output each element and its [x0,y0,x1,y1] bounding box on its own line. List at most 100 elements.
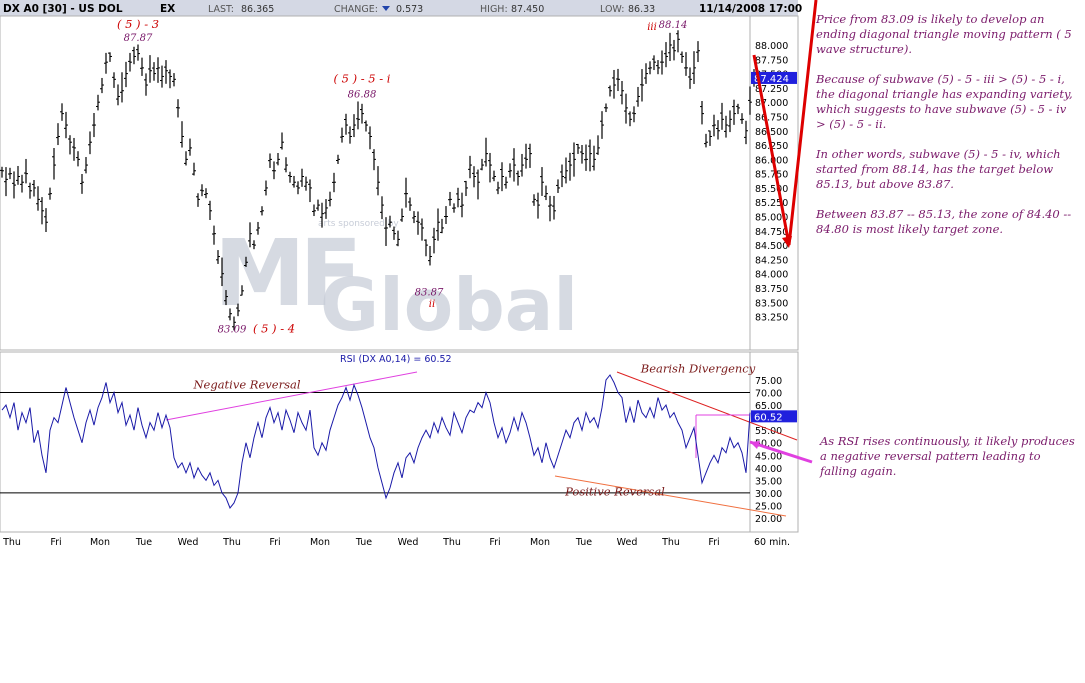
price-bar [696,41,700,63]
price-bar [680,51,684,63]
last-price-tag-text: 87.424 [754,74,789,85]
price-bar [168,69,172,89]
price-bar [284,157,288,173]
wave-label: ( 5 ) - 3 [117,17,159,31]
rsi-y-tick: 75.00 [755,376,782,387]
wave-label: 83.09 [218,325,247,336]
price-bar [320,202,324,228]
price-bar [580,145,584,164]
x-tick-label: Tue [575,537,592,548]
price-bar [272,161,276,180]
price-bar [736,103,740,115]
price-y-tick: 84.250 [755,255,788,266]
price-bar [220,257,224,287]
x-tick-label: Tue [135,537,152,548]
price-bar [248,222,252,248]
watermark-mf: MF [214,220,356,327]
price-bar [256,221,260,235]
price-bar [480,158,484,171]
price-bar [24,158,28,184]
price-bar [300,168,304,187]
price-bar [48,187,52,200]
wave-label: 87.87 [124,33,153,44]
wave-label: iii [647,22,657,33]
price-y-tick: 88.000 [755,41,788,52]
rsi-panel-frame [0,351,799,533]
price-panel: 88.00087.75087.50087.25087.00086.75086.5… [0,15,799,351]
price-bar [692,51,696,85]
price-bar [748,86,752,115]
price-bar [76,151,80,167]
price-bar [392,226,396,240]
price-bar [404,177,408,208]
price-bar [380,196,384,220]
price-bar [100,77,104,94]
symbol-label: DX A0 [30] - US DOL [3,3,123,15]
price-bar [84,157,88,174]
price-bar [224,290,228,306]
target-arrow [752,0,818,248]
low-label: LOW: [600,4,624,15]
price-bar [324,199,328,219]
x-tick-label: Thu [442,537,461,548]
wave-label: 88.14 [659,20,688,31]
x-tick-label: Fri [489,537,500,548]
x-tick-label: Thu [2,537,21,548]
x-tick-label: Wed [617,537,638,548]
x-axis: 60 min. Thu Fri Mon Tue Wed Thu Fri Mon Tue Wed Th… [2,537,790,548]
price-bar [16,165,20,185]
x-tick-label: Thu [222,537,241,548]
rsi-y-tick: 35.00 [755,476,782,487]
price-bar [688,67,692,89]
price-bar [656,60,660,75]
price-bar [212,225,216,245]
last-value: 86.365 [241,4,274,15]
rsi-y-tick: 20.00 [755,514,782,525]
price-bar [8,167,12,180]
price-y-tick: 86.500 [755,127,788,138]
price-bar [592,145,596,171]
rsi-title: RSI (DX A0,14) = 60.52 [340,354,452,365]
wave-label: ( 5 ) - 5 - i [334,72,391,86]
rsi-reference-lines [0,392,750,494]
price-bar [216,250,220,264]
change-value: 0.573 [396,4,423,15]
price-bar [532,194,536,206]
price-bar [144,73,148,96]
price-bar [376,166,380,196]
price-bar [588,139,592,172]
price-y-tick: 85.750 [755,170,788,181]
rsi-annotation-label: Bearish Divergency [640,361,756,375]
price-bar [716,120,720,140]
price-bar [616,68,620,92]
price-bar [660,50,664,75]
price-bar [452,203,456,213]
price-bar [676,30,680,53]
watermark-small-text: arts sponsored by [318,219,399,229]
price-bar [732,99,736,125]
price-bar [408,197,412,211]
price-bar [332,172,336,193]
price-bar [604,103,608,113]
analysis-paragraph-1: Price from 83.09 is likely to develop an… [816,12,1072,56]
price-bar [360,103,364,124]
price-bar [104,52,108,74]
price-bar [32,180,36,197]
price-bar [36,186,40,211]
trendlines [165,371,798,517]
price-bar [492,170,496,182]
rsi-y-tick: 70.00 [755,389,782,400]
rsi-note-text: As RSI rises continuously, it likely pro… [820,434,1075,478]
rsi-note: As RSI rises continuously, it likely pro… [820,434,1080,494]
price-bar [328,191,332,207]
negative-reversal-trendline [165,371,418,421]
price-bar [416,211,420,235]
header-bar: DX A0 [30] - US DOL EX LAST: 86.365 CHAN… [0,0,802,16]
price-bar [164,60,168,84]
price-bar [340,127,344,143]
price-bar [208,200,212,221]
price-bar [88,131,92,155]
price-bar [432,227,436,254]
